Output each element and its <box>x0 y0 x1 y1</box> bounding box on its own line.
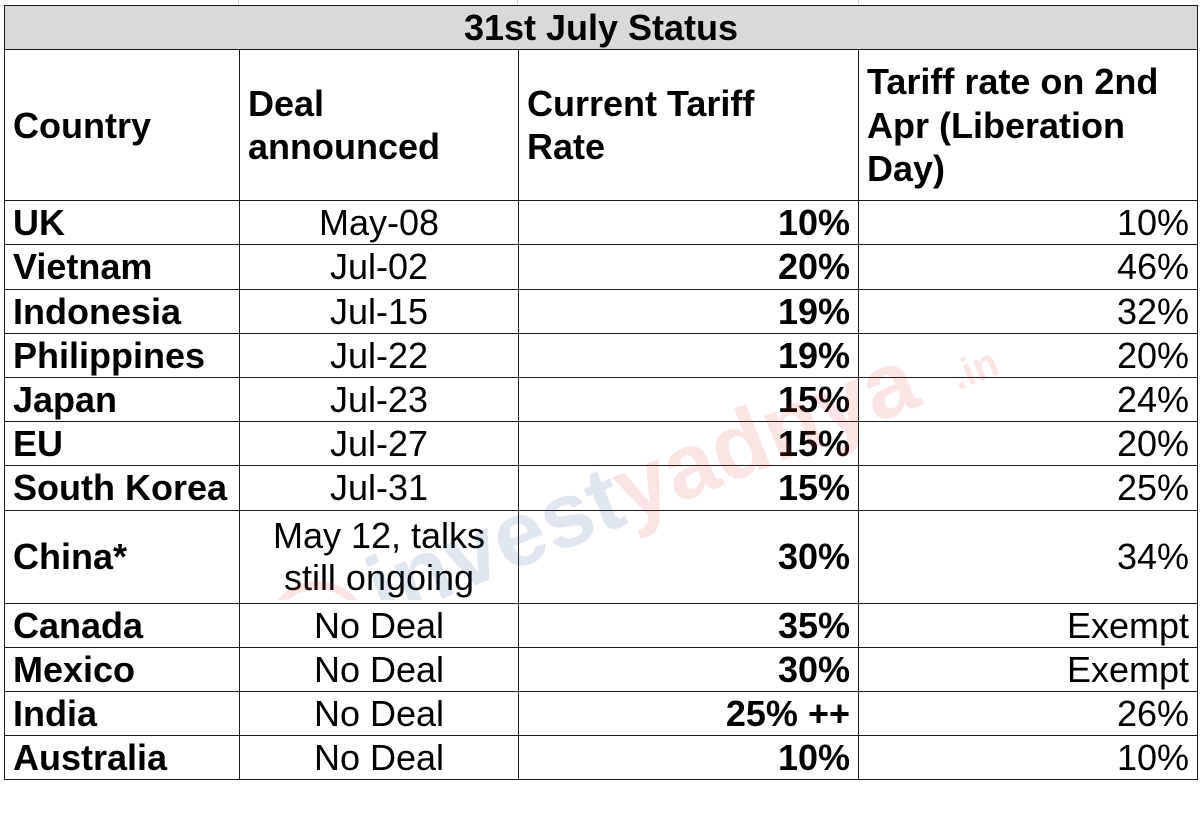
table-row: India No Deal 25% ++ 26% <box>4 690 1198 737</box>
header-row: Country Deal announced Current Tariff Ra… <box>4 49 1198 202</box>
cell-deal[interactable]: Jul-15 <box>239 288 519 334</box>
cell-current-rate[interactable]: 20% <box>518 244 859 290</box>
cell-liberation-rate[interactable]: 10% <box>858 200 1198 246</box>
cell-country[interactable]: Japan <box>4 376 240 423</box>
cell-liberation-rate[interactable]: 24% <box>858 376 1198 423</box>
table-row: Vietnam Jul-02 20% 46% <box>4 244 1198 290</box>
header-current-tariff[interactable]: Current Tariff Rate <box>518 49 859 202</box>
table-row: South Korea Jul-31 15% 25% <box>4 465 1198 511</box>
cell-country[interactable]: South Korea <box>4 465 240 511</box>
header-current-line2: Rate <box>527 126 606 168</box>
cell-liberation-rate[interactable]: Exempt <box>858 646 1198 692</box>
title-row: 31st July Status <box>4 4 1198 51</box>
tariff-status-table: 31st July Status Country Deal announced … <box>4 4 1198 781</box>
cell-current-rate[interactable]: 19% <box>518 288 859 334</box>
table-row: Canada No Deal 35% Exempt <box>4 602 1198 648</box>
cell-liberation-rate[interactable]: 32% <box>858 288 1198 334</box>
header-country[interactable]: Country <box>4 49 240 202</box>
cell-current-rate[interactable]: 15% <box>518 465 859 511</box>
cell-country[interactable]: EU <box>4 421 240 467</box>
header-deal-line2: announced <box>248 126 441 168</box>
table-row: Indonesia Jul-15 19% 32% <box>4 288 1198 334</box>
cell-current-rate[interactable]: 10% <box>518 735 859 781</box>
cell-country[interactable]: China* <box>4 509 240 604</box>
cell-current-rate[interactable]: 19% <box>518 332 859 378</box>
cell-liberation-rate[interactable]: 26% <box>858 690 1198 737</box>
cell-deal[interactable]: No Deal <box>239 646 519 692</box>
cell-country[interactable]: Canada <box>4 602 240 648</box>
cell-deal[interactable]: May-08 <box>239 200 519 246</box>
cell-deal[interactable]: May 12, talks still ongoing <box>239 509 519 604</box>
cell-liberation-rate[interactable]: 25% <box>858 465 1198 511</box>
cell-liberation-rate[interactable]: 20% <box>858 332 1198 378</box>
header-deal-announced[interactable]: Deal announced <box>239 49 519 202</box>
cell-current-rate[interactable]: 25% ++ <box>518 690 859 737</box>
cell-liberation-rate[interactable]: 20% <box>858 421 1198 467</box>
table-row: China* May 12, talks still ongoing 30% 3… <box>4 509 1198 604</box>
header-liberation-line1: Tariff rate on 2nd <box>867 61 1159 103</box>
cell-deal[interactable]: No Deal <box>239 690 519 737</box>
cell-current-rate[interactable]: 30% <box>518 509 859 604</box>
cell-deal[interactable]: Jul-23 <box>239 376 519 423</box>
cell-liberation-rate[interactable]: 34% <box>858 509 1198 604</box>
cell-country[interactable]: Australia <box>4 735 240 781</box>
table-row: Mexico No Deal 30% Exempt <box>4 646 1198 692</box>
cell-country[interactable]: India <box>4 690 240 737</box>
table-row: Japan Jul-23 15% 24% <box>4 376 1198 423</box>
cell-deal[interactable]: Jul-27 <box>239 421 519 467</box>
cell-deal[interactable]: No Deal <box>239 602 519 648</box>
cell-deal[interactable]: Jul-31 <box>239 465 519 511</box>
cell-country[interactable]: Philippines <box>4 332 240 378</box>
cell-deal[interactable]: Jul-22 <box>239 332 519 378</box>
cell-current-rate[interactable]: 15% <box>518 421 859 467</box>
table-row: Philippines Jul-22 19% 20% <box>4 332 1198 378</box>
table-row: Australia No Deal 10% 10% <box>4 735 1198 781</box>
header-liberation-rate[interactable]: Tariff rate on 2nd Apr (Liberation Day) <box>858 49 1198 202</box>
cell-country[interactable]: Mexico <box>4 646 240 692</box>
cell-liberation-rate[interactable]: 10% <box>858 735 1198 781</box>
header-liberation-line2: Apr (Liberation <box>867 104 1125 146</box>
cell-country[interactable]: UK <box>4 200 240 246</box>
header-current-line1: Current Tariff <box>527 83 755 124</box>
cell-current-rate[interactable]: 30% <box>518 646 859 692</box>
cell-deal[interactable]: Jul-02 <box>239 244 519 290</box>
cell-deal-line1: May 12, talks <box>272 515 486 557</box>
header-deal-line1: Deal <box>248 83 325 124</box>
cell-deal-line2: still ongoing <box>283 556 475 598</box>
header-liberation-line3: Day) <box>867 147 946 189</box>
table-title[interactable]: 31st July Status <box>4 4 1198 51</box>
cell-country[interactable]: Vietnam <box>4 244 240 290</box>
cell-liberation-rate[interactable]: 46% <box>858 244 1198 290</box>
cell-deal[interactable]: No Deal <box>239 735 519 781</box>
table-row: EU Jul-27 15% 20% <box>4 421 1198 467</box>
cell-liberation-rate[interactable]: Exempt <box>858 602 1198 648</box>
cell-current-rate[interactable]: 35% <box>518 602 859 648</box>
cell-country[interactable]: Indonesia <box>4 288 240 334</box>
table-row: UK May-08 10% 10% <box>4 200 1198 246</box>
cell-current-rate[interactable]: 15% <box>518 376 859 423</box>
cell-current-rate[interactable]: 10% <box>518 200 859 246</box>
